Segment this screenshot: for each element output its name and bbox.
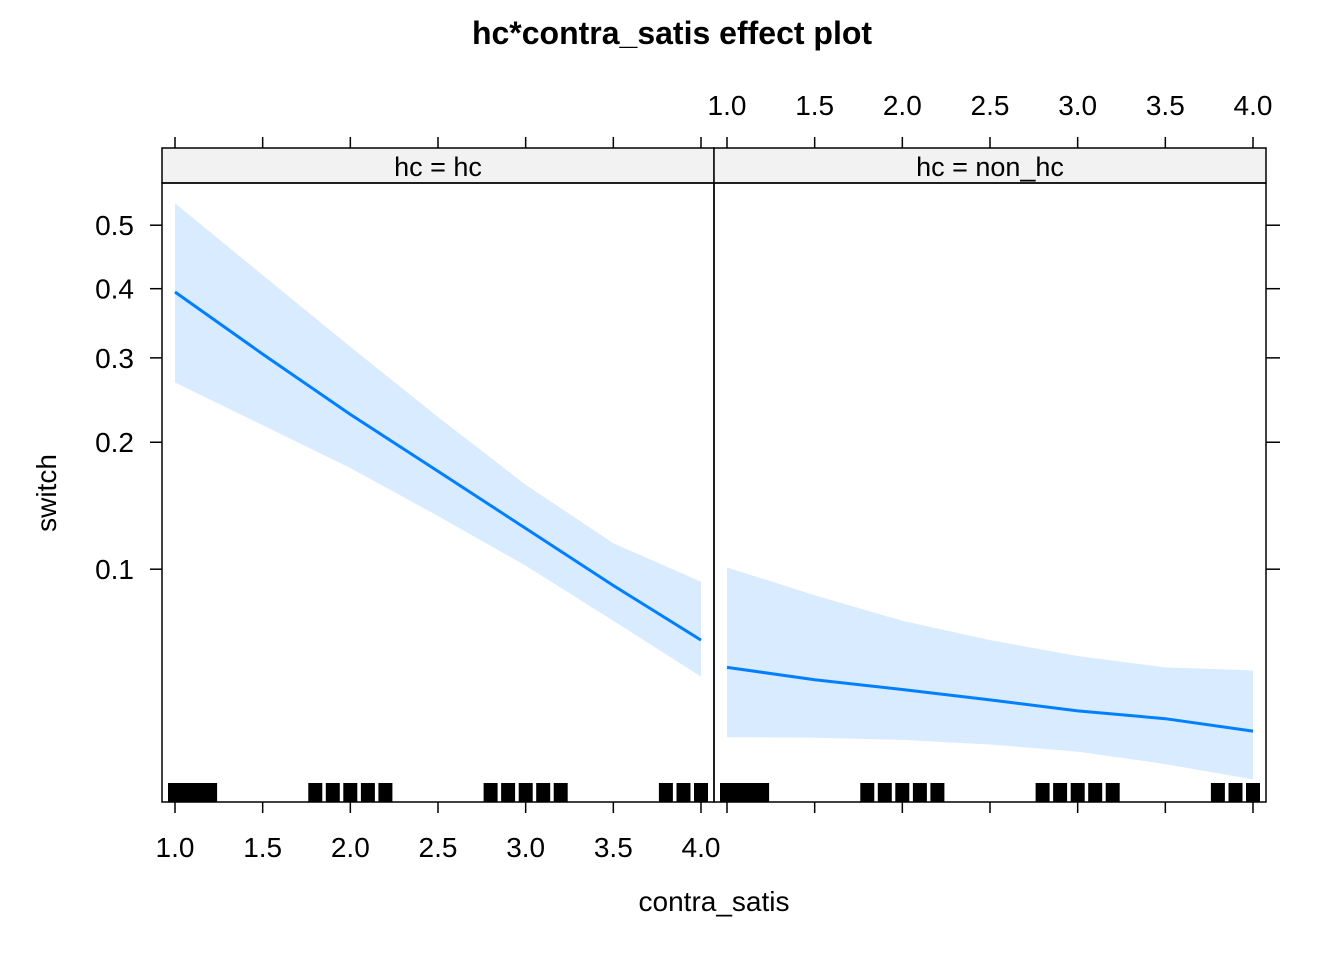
rug-mark [895,783,910,802]
x-tick-label-top: 1.0 [708,90,747,121]
y-tick-label: 0.5 [95,210,134,241]
rug-mark [1070,783,1085,802]
chart-title: hc*contra_satis effect plot [472,15,872,51]
rug-mark [518,783,533,802]
rug-mark [1105,783,1120,802]
rug-mark [343,783,358,802]
rug-mark [501,783,516,802]
rug-mark [1035,783,1050,802]
panel-non-hc [720,567,1260,802]
strip-non-hc-bg [713,147,1267,184]
x-tick-label-top: 4.0 [1234,90,1273,121]
rug-mark [912,783,927,802]
rug-mark [378,783,393,802]
x-tick-label-bottom: 3.0 [506,832,545,863]
rug-mark [308,783,323,802]
rug-mark [536,783,551,802]
panel-hc [168,203,708,802]
rug-mark [676,783,691,802]
x-tick-label-top: 3.0 [1058,90,1097,121]
x-tick-label-top: 2.0 [883,90,922,121]
y-tick-label: 0.2 [95,427,134,458]
x-tick-label-top: 1.5 [795,90,834,121]
x-axis-label: contra_satis [639,886,790,917]
fit-line [174,290,702,642]
rug-mark [860,783,875,802]
x-tick-label-bottom: 1.5 [243,832,282,863]
fit-line [726,665,1254,733]
confidence-band [727,567,1253,780]
x-tick-label-top: 2.5 [971,90,1010,121]
rug-mark [325,783,340,802]
confidence-band [175,203,701,677]
strip-label-hc: hc = hc [394,152,482,182]
strip-label-non-hc: hc = non_hc [916,152,1064,182]
x-tick-label-top: 3.5 [1146,90,1185,121]
y-tick-label: 0.3 [95,343,134,374]
x-tick-label-bottom: 1.0 [156,832,195,863]
rug-mark [1210,783,1225,802]
strip-hc-bg [161,147,715,184]
y-tick-label: 0.1 [95,554,134,585]
rug-mark [1053,783,1068,802]
y-tick-label: 0.4 [95,274,134,305]
rug-mark [203,783,218,802]
rug-mark [694,783,708,802]
rug-mark [877,783,892,802]
rug-mark [1228,783,1243,802]
x-tick-label-bottom: 2.5 [419,832,458,863]
x-tick-label-bottom: 3.5 [594,832,633,863]
axes: 1.0 1.5 2.0 2.5 3.0 3.5 4.0 1.0 1.5 2.0 2.5 3.0 3.5 4… [95,90,1280,863]
rug-mark [658,783,673,802]
rug-mark [1088,783,1103,802]
rug-mark [930,783,945,802]
rug-mark [360,783,375,802]
rug-mark [755,783,770,802]
x-tick-label-bottom: 2.0 [331,832,370,863]
rug-mark [1246,783,1260,802]
x-tick-label-bottom: 4.0 [682,832,721,863]
y-axis-label: switch [31,454,62,532]
rug-mark [483,783,498,802]
rug-mark [553,783,568,802]
